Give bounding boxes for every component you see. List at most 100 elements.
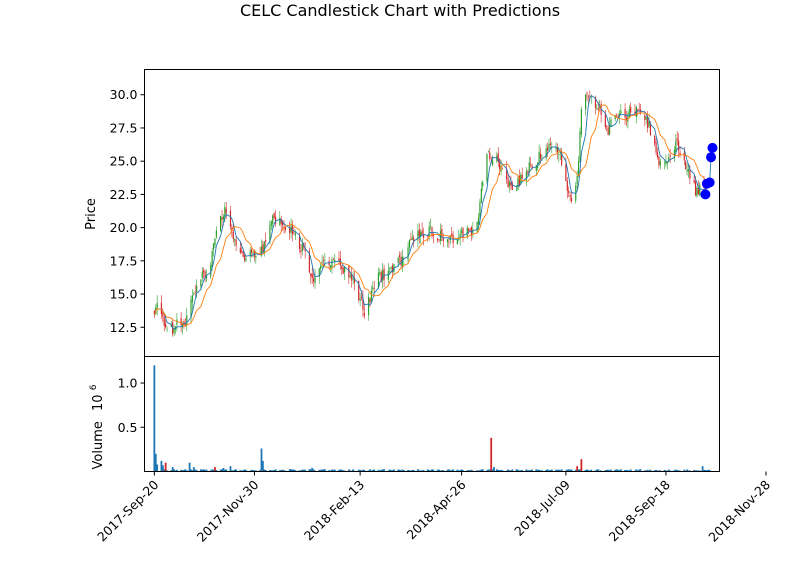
volume-bar [708, 470, 711, 472]
candle-body [379, 271, 381, 274]
volume-bar [586, 469, 588, 472]
candle-body [196, 285, 198, 293]
volume-bar [400, 470, 402, 472]
volume-bar [245, 469, 247, 472]
candle-body [352, 278, 354, 280]
candle-body [699, 184, 701, 196]
candle-body [427, 236, 429, 237]
candle-body [518, 176, 520, 187]
volume-bar [383, 469, 385, 472]
candle-body [314, 275, 316, 284]
candle-body [531, 165, 533, 169]
candle-body [432, 234, 435, 237]
volume-bar [373, 469, 376, 472]
volume-bar [339, 469, 342, 472]
volume-bar [486, 470, 488, 472]
volume-bar [209, 470, 212, 472]
volume-panel: 0.5 1.0 Volume 10 6 [89, 356, 720, 472]
volume-bar [696, 470, 698, 472]
volume-bar [697, 470, 700, 472]
candle-body [608, 125, 611, 135]
volume-bar [412, 469, 415, 472]
volume-bar [677, 470, 680, 472]
volume-bar [649, 469, 652, 472]
candle-body [545, 148, 547, 159]
candle-body [606, 126, 608, 127]
volume-bar [480, 469, 483, 472]
volume-bar [498, 470, 501, 472]
candle-body [190, 299, 192, 318]
candle-body [439, 230, 442, 242]
candle-body [580, 109, 582, 135]
candle-body [367, 296, 370, 316]
volume-bar [338, 469, 340, 472]
candle-body [165, 323, 167, 328]
volume-bar [493, 467, 495, 472]
candle-body [162, 311, 164, 317]
volume-bar [195, 469, 198, 472]
volume-bar [646, 469, 649, 472]
candle-body [370, 290, 372, 303]
volume-y-ticks: 0.5 1.0 [118, 376, 145, 435]
candle-body [234, 239, 236, 241]
volume-bar [525, 469, 528, 472]
volume-panel-frame [144, 356, 720, 472]
candle-body [382, 270, 384, 281]
candle-body [607, 127, 609, 136]
candle-body [620, 110, 622, 114]
candle-body [448, 241, 450, 243]
candle-body [289, 227, 291, 233]
candle-body [353, 277, 356, 283]
candle-body [546, 147, 549, 151]
volume-bar [171, 467, 174, 472]
price-y-tick-label: 25.0 [110, 154, 138, 169]
candle-body [469, 228, 471, 230]
volume-bar [381, 469, 384, 472]
candle-body [679, 152, 681, 155]
candle-body [284, 227, 287, 231]
volume-bar [481, 469, 484, 472]
volume-bar [604, 470, 607, 472]
candle-body [420, 231, 422, 237]
volume-bar [312, 469, 315, 472]
volume-bar [292, 469, 295, 472]
candle-body [451, 233, 453, 236]
candle-body [273, 212, 275, 219]
candle-body [318, 268, 320, 278]
volume-bar [250, 469, 253, 472]
candle-body [456, 239, 458, 245]
volume-bar [363, 469, 366, 472]
candle-body [265, 240, 267, 242]
volume-bar [615, 469, 618, 472]
candle-body [186, 315, 188, 325]
volume-bar [201, 469, 204, 472]
volume-bar [342, 470, 345, 472]
price-y-tick-label: 22.5 [110, 187, 138, 202]
candle-body [407, 247, 409, 260]
volume-bar [153, 365, 156, 472]
volume-bar [222, 467, 225, 472]
volume-bar [590, 469, 593, 472]
candle-body [499, 159, 501, 170]
price-y-ticks: 12.5 15.0 17.5 20.0 22.5 25.0 27.5 30.0 [110, 87, 145, 335]
prediction-point [700, 189, 711, 200]
candle-body [166, 328, 168, 330]
candle-body [362, 298, 364, 311]
candle-body [272, 215, 274, 225]
volume-bar [352, 469, 354, 472]
candle-body [538, 151, 540, 165]
volume-bar [559, 470, 562, 472]
volume-bar [705, 470, 708, 472]
candle-body [668, 156, 670, 162]
volume-bar [190, 469, 192, 472]
candle-body [492, 160, 494, 166]
volume-bar [318, 469, 321, 472]
volume-bar [704, 470, 707, 472]
candle-body [585, 94, 587, 110]
candle-body [678, 140, 680, 151]
candle-body [577, 161, 580, 177]
candle-body [628, 109, 630, 117]
volume-bar [304, 469, 307, 472]
candle-body [472, 229, 474, 234]
